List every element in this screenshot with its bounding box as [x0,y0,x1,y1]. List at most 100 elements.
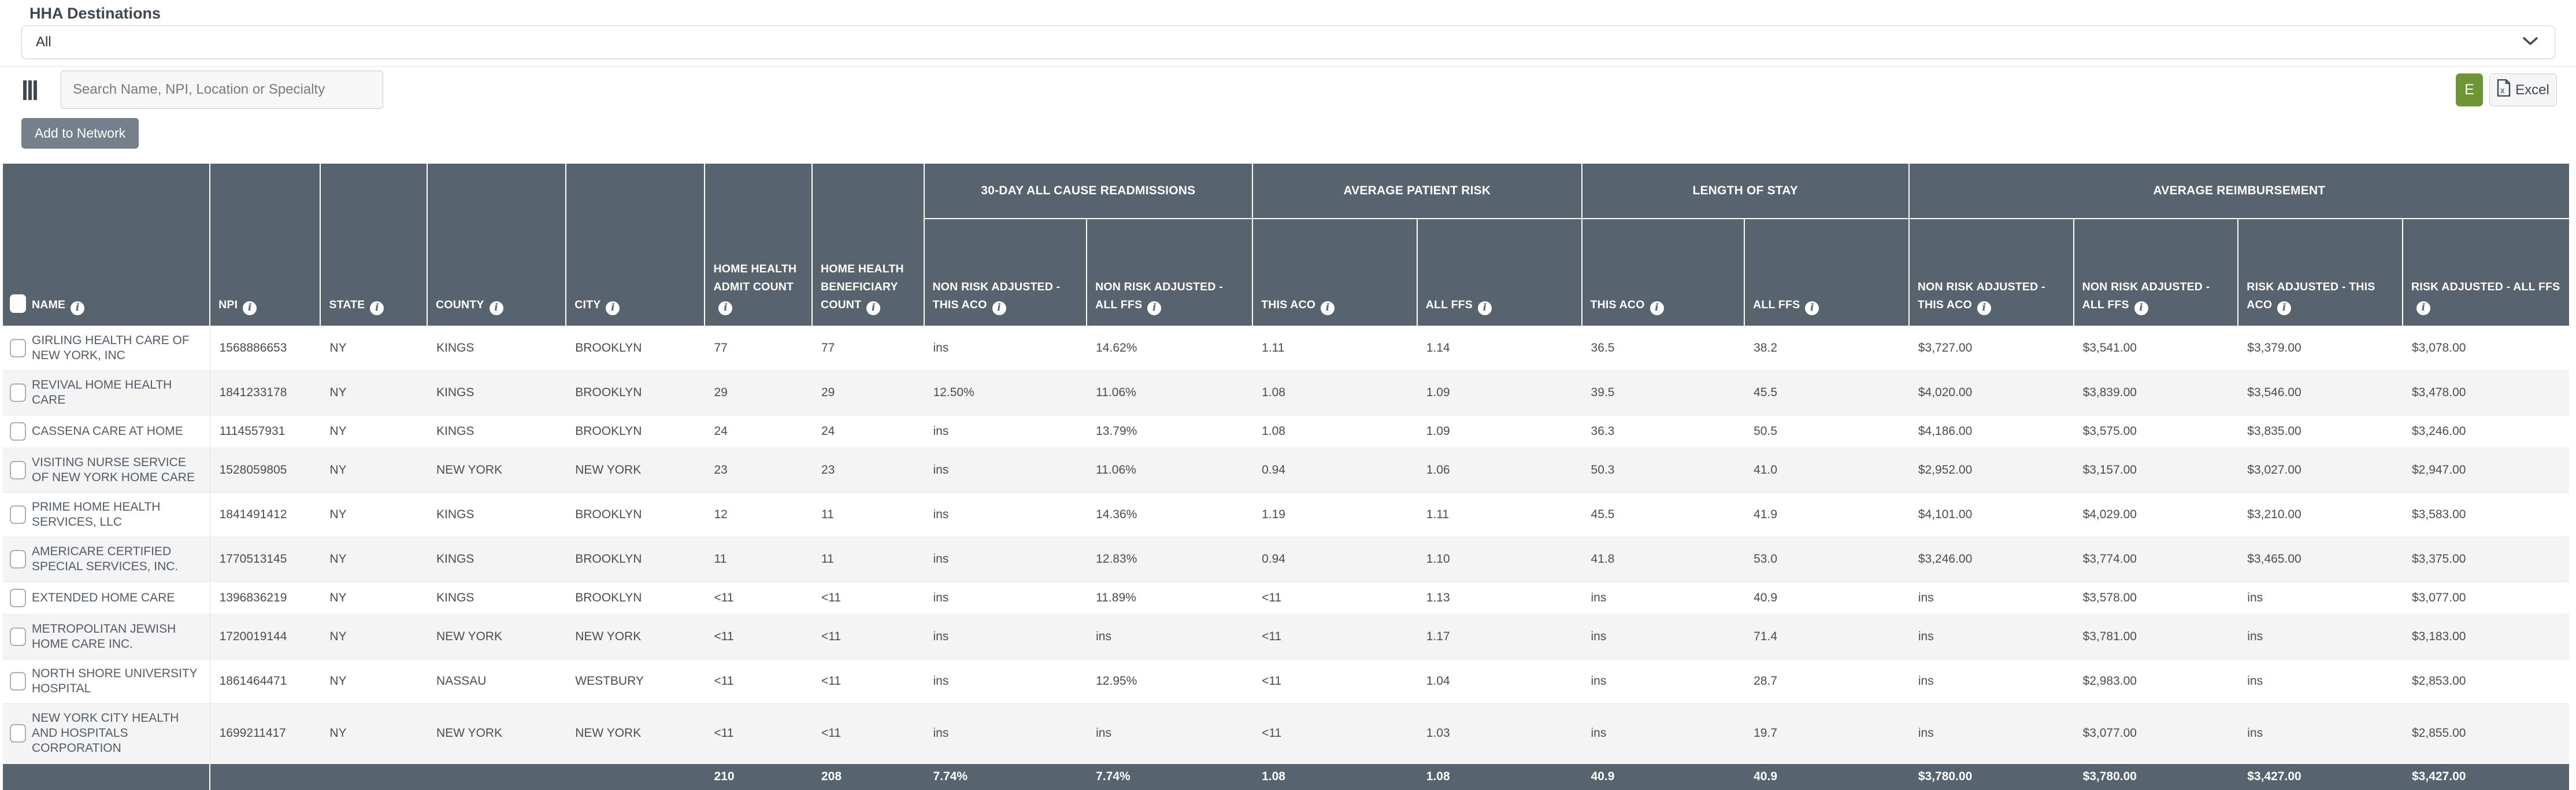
summary-cell: $3,427.00 [2238,762,2403,790]
info-icon[interactable]: i [992,301,1006,315]
cell: <11 [705,658,812,703]
row-checkbox[interactable] [10,549,26,568]
info-icon[interactable]: i [1321,301,1335,315]
cell: ins [1581,703,1745,763]
summary-cell [3,762,211,790]
cell: ins [1908,581,2074,614]
e-button[interactable]: E [2456,73,2483,106]
info-icon[interactable]: i [2134,301,2148,315]
cell: BROOKLYN [566,536,705,581]
provider-name: REVIVAL HOME HEALTH CARE [32,378,172,407]
excel-file-icon: x [2497,79,2511,101]
row-checkbox[interactable] [10,338,26,357]
select-all-checkbox[interactable] [10,294,26,313]
cell: ins [924,492,1087,537]
destination-select[interactable]: All [21,25,2555,59]
column-header[interactable]: HOME HEALTH BENEFICIARY COUNT i [812,164,925,326]
summary-cell [566,762,705,790]
cell: $3,246.00 [1908,536,2074,581]
name-wrap: CASSENA CARE AT HOME [10,422,204,441]
column-header[interactable]: NPI i [210,164,321,326]
cell: 11 [812,492,924,537]
name-wrap: AMERICARE CERTIFIED SPECIAL SERVICES, IN… [10,544,204,574]
info-icon[interactable]: i [606,301,620,315]
cell: 39.5 [1581,370,1745,415]
cell: <11 [812,658,924,703]
cell: 38.2 [1744,325,1909,370]
info-icon[interactable]: i [1147,301,1162,315]
column-header[interactable]: THIS ACO i [1581,219,1745,326]
cell: $2,952.00 [1908,447,2074,492]
column-header[interactable]: CITY i [566,164,706,326]
info-icon[interactable]: i [2277,301,2292,315]
cell: 40.9 [1744,581,1909,614]
column-header[interactable]: NON RISK ADJUSTED - ALL FFS i [1087,219,1254,326]
name-cell: CASSENA CARE AT HOME [3,414,210,448]
cell: <11 [812,614,924,659]
row-checkbox[interactable] [10,588,26,607]
table-row: CASSENA CARE AT HOME 1114557931 NY KINGS BRO… [3,414,2569,448]
cell: 50.3 [1581,447,1745,492]
cell: KINGS [427,536,566,581]
cell: 1861464471 [210,658,321,703]
column-header[interactable]: NON RISK ADJUSTED - ALL FFS i [2073,219,2239,326]
excel-export-button[interactable]: x Excel [2489,73,2557,106]
info-icon[interactable]: i [1478,301,1492,315]
cell: $3,478.00 [2403,370,2569,415]
cell: NY [320,447,428,492]
summary-cell [427,762,566,790]
cell: $3,839.00 [2073,370,2238,415]
column-header[interactable]: HOME HEALTH ADMIT COUNT i [705,164,813,326]
cell: <11 [1252,703,1417,763]
cell: NEW YORK [427,447,566,492]
name-cell: REVIVAL HOME HEALTH CARE [3,370,210,415]
top-controls: HHA Destinations All E x Excel Add to Ne… [0,0,2576,164]
row-checkbox[interactable] [10,505,26,524]
column-header[interactable]: ALL FFS i [1417,219,1582,326]
column-header[interactable]: ALL FFS i [1744,219,1910,326]
column-header[interactable]: COUNTY i [427,164,567,326]
info-icon[interactable]: i [1805,301,1819,315]
summary-cell: 40.9 [1744,762,1909,790]
column-header[interactable]: NON RISK ADJUSTED - THIS ACO i [924,219,1088,326]
cell: $2,983.00 [2073,658,2238,703]
row-checkbox[interactable] [10,671,26,691]
column-header-name[interactable]: NAME i [3,164,211,326]
info-icon[interactable]: i [718,301,733,315]
column-header-label: NAME [32,298,66,311]
cell: ins [1908,658,2074,703]
info-icon[interactable]: i [243,301,257,315]
cell: ins [924,658,1087,703]
provider-name: EXTENDED HOME CARE [32,590,175,604]
column-header-label: STATE [329,298,365,311]
row-checkbox[interactable] [10,460,26,479]
cell: NY [320,325,428,370]
provider-name: GIRLING HEALTH CARE OF NEW YORK, INC [32,333,190,362]
row-checkbox[interactable] [10,723,26,743]
info-icon[interactable]: i [1650,301,1664,315]
column-header[interactable]: RISK ADJUSTED - THIS ACO i [2238,219,2403,326]
name-cell: VISITING NURSE SERVICE OF NEW YORK HOME … [3,447,210,492]
cell: ins [1087,703,1253,763]
add-to-network-button[interactable]: Add to Network [21,118,139,149]
info-icon[interactable]: i [866,301,881,315]
column-chooser-icon[interactable] [23,80,38,100]
column-header[interactable]: THIS ACO i [1252,219,1418,326]
column-header[interactable]: RISK ADJUSTED - ALL FFS i [2403,219,2569,326]
row-checkbox[interactable] [10,627,26,646]
row-checkbox[interactable] [10,422,26,441]
column-header[interactable]: NON RISK ADJUSTED - THIS ACO i [1908,219,2074,326]
column-header[interactable]: STATE i [320,164,428,326]
info-icon[interactable]: i [489,301,503,315]
cell: BROOKLYN [566,492,705,537]
name-wrap: PRIME HOME HEALTH SERVICES, LLC [10,500,204,530]
cell: KINGS [427,581,566,614]
info-icon[interactable]: i [2416,301,2430,315]
name-cell: EXTENDED HOME CARE [3,581,210,614]
info-icon[interactable]: i [71,301,85,315]
info-icon[interactable]: i [370,301,384,315]
search-input[interactable] [61,71,383,109]
info-icon[interactable]: i [1977,301,1991,315]
cell: 12.50% [924,370,1087,415]
row-checkbox[interactable] [10,383,26,402]
